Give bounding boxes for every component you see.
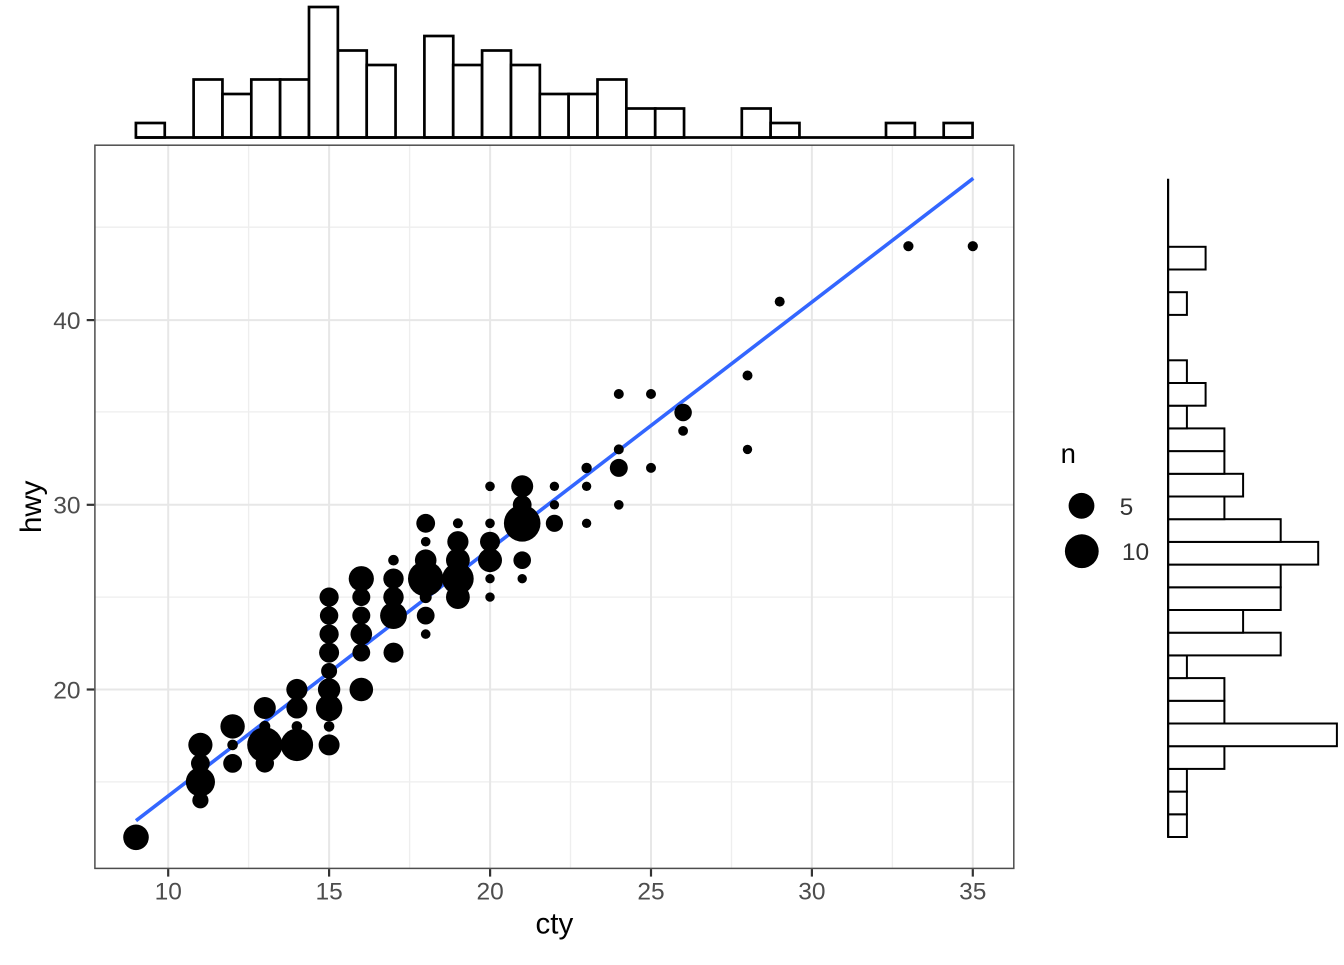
svg-text:35: 35 [959,879,986,906]
svg-text:hwy: hwy [15,480,48,533]
svg-text:25: 25 [637,879,664,906]
svg-text:5: 5 [1120,494,1134,521]
svg-text:30: 30 [53,493,80,520]
svg-text:n: n [1061,438,1076,469]
svg-text:20: 20 [476,879,503,906]
svg-text:40: 40 [53,308,80,335]
svg-text:30: 30 [798,879,825,906]
svg-text:20: 20 [53,677,80,704]
svg-text:10: 10 [1122,539,1149,566]
svg-text:cty: cty [536,908,574,941]
svg-text:10: 10 [155,879,182,906]
svg-text:15: 15 [315,879,342,906]
